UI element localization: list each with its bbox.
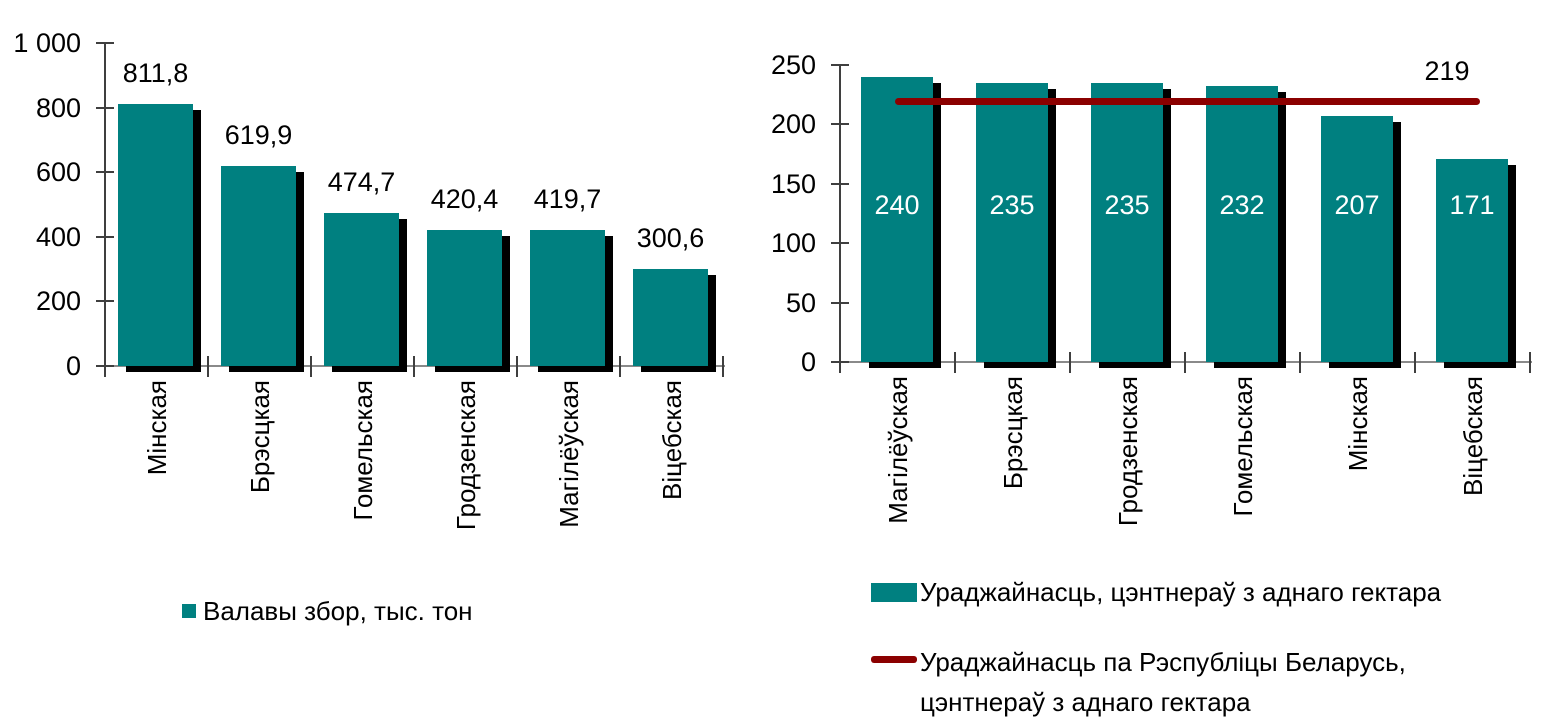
y-tick-label: 600	[35, 157, 81, 187]
y-axis-line	[104, 43, 106, 366]
x-axis-line	[105, 365, 725, 367]
x-tick	[413, 356, 415, 377]
x-tick	[1414, 352, 1416, 373]
legend-item-yield-bars: Ураджайнасць, цэнтнераў з аднаго гектара	[871, 579, 1441, 606]
bar	[221, 166, 296, 366]
bar	[427, 230, 502, 366]
republic-average-line	[895, 98, 1480, 105]
x-tick	[722, 356, 724, 377]
bar	[1321, 116, 1393, 362]
x-tick	[1529, 352, 1531, 373]
bar-value-label: 207	[1334, 190, 1380, 220]
x-tick	[1184, 352, 1186, 373]
bar-value-label: 300,6	[636, 223, 705, 253]
bar-value-label: 235	[1104, 190, 1150, 220]
y-tick	[831, 64, 849, 66]
category-label: Брэсцкая	[955, 376, 1070, 601]
y-tick	[96, 171, 114, 173]
y-tick	[96, 42, 114, 44]
left-chart-legend: Валавы збор, тыс. тон	[182, 596, 473, 626]
y-tick	[96, 236, 114, 238]
bar	[1436, 159, 1508, 362]
bar-value-label: 811,8	[122, 58, 189, 88]
category-label-text: Гродзенская	[1112, 376, 1143, 527]
y-tick-label: 800	[35, 93, 81, 123]
bar-value-label: 171	[1449, 190, 1495, 220]
legend-swatch-yield-bars	[871, 583, 917, 602]
y-tick	[831, 242, 849, 244]
legend-label-republic-average-line: Ураджайнасць па Рэспубліцы Беларусь, цэн…	[920, 642, 1406, 721]
category-label: Віцебская	[1415, 376, 1530, 601]
bar-value-label: 619,9	[224, 120, 293, 150]
y-tick	[831, 123, 849, 125]
legend-label-yield-bars: Ураджайнасць, цэнтнераў з аднаго гектара	[920, 577, 1442, 607]
legend-label-republic-line-2: цэнтнераў з аднаго гектара	[920, 687, 1251, 717]
x-tick	[207, 356, 209, 377]
y-axis-line	[839, 65, 841, 362]
category-label: Мінская	[1300, 376, 1415, 601]
category-label: Гомельская	[1185, 376, 1300, 601]
bar	[324, 213, 399, 366]
y-tick-label: 400	[35, 222, 81, 252]
y-tick	[831, 302, 849, 304]
category-label: Гродзенская	[1070, 376, 1185, 601]
x-tick	[104, 356, 106, 377]
x-tick	[1069, 352, 1071, 373]
y-tick-label: 0	[800, 347, 816, 377]
bar	[530, 230, 605, 366]
x-tick	[839, 352, 841, 373]
y-tick-label: 250	[770, 50, 816, 80]
bar	[118, 104, 193, 366]
x-tick	[619, 356, 621, 377]
x-tick	[310, 356, 312, 377]
y-tick-label: 1 000	[13, 28, 81, 58]
bar	[861, 77, 933, 362]
y-tick	[96, 300, 114, 302]
bar	[1206, 86, 1278, 362]
bar-value-label: 474,7	[327, 167, 396, 197]
category-label-text: Віцебская	[1457, 376, 1488, 496]
x-axis-line	[840, 361, 1532, 363]
legend-label-republic-line-1: Ураджайнасць па Рэспубліцы Беларусь,	[920, 647, 1406, 677]
bar-value-label: 419,7	[533, 184, 602, 214]
y-tick-label: 150	[770, 169, 816, 199]
category-label-text: Мінская	[1342, 376, 1373, 472]
bar-value-label: 232	[1219, 190, 1265, 220]
y-tick	[831, 183, 849, 185]
right-chart-legend: Ураджайнасць, цэнтнераў з аднаго гектара…	[871, 579, 1441, 721]
bar	[633, 269, 708, 366]
y-tick	[96, 107, 114, 109]
y-tick-label: 100	[770, 228, 816, 258]
y-tick-label: 200	[770, 109, 816, 139]
bar	[1091, 83, 1163, 362]
y-tick-label: 200	[35, 286, 81, 316]
bar-value-label: 240	[874, 190, 920, 220]
x-tick	[1299, 352, 1301, 373]
y-tick-label: 0	[65, 351, 81, 381]
bar-value-label: 420,4	[430, 184, 499, 214]
y-tick-label: 50	[785, 288, 816, 318]
line-value-label: 219	[1424, 56, 1470, 86]
bar-value-label: 235	[989, 190, 1035, 220]
legend-label-gross-harvest: Валавы збор, тыс. тон	[203, 595, 473, 626]
x-tick	[516, 356, 518, 377]
category-label: Магілёўская	[840, 376, 955, 601]
category-label-text: Брэсцкая	[997, 376, 1028, 490]
bar	[976, 83, 1048, 362]
legend-item-republic-average-line: Ураджайнасць па Рэспубліцы Беларусь, цэн…	[871, 642, 1441, 721]
x-tick	[954, 352, 956, 373]
legend-swatch-gross-harvest	[182, 604, 196, 618]
category-label-text: Гомельская	[1227, 376, 1258, 517]
category-label-text: Магілёўская	[882, 376, 913, 524]
legend-swatch-republic-average-line	[871, 656, 917, 663]
